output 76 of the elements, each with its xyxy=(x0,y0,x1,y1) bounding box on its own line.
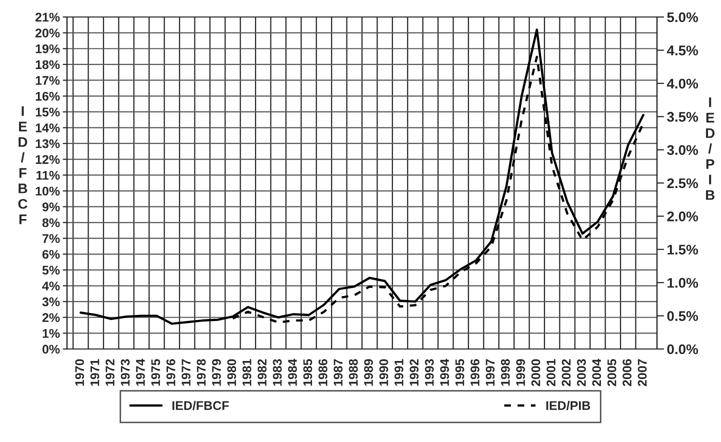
x-tick-label: 1970 xyxy=(75,359,84,386)
x-tick-label: 1986 xyxy=(318,359,328,386)
x-tick-label: 2006 xyxy=(622,359,632,386)
y2-tick-label: 5.0% xyxy=(667,12,698,22)
x-tick-label: 2002 xyxy=(562,359,571,386)
line-series xyxy=(80,28,644,325)
y2-tick-label: 2.5% xyxy=(667,178,698,188)
x-tick-label: 1990 xyxy=(379,359,388,386)
x-tick-label: 1984 xyxy=(288,358,297,386)
x-tick-label: 1985 xyxy=(303,359,312,386)
y-tick-label: 14% xyxy=(36,124,60,132)
y-tick-label: 5% xyxy=(42,266,60,275)
y-tick-label: 18% xyxy=(36,60,60,70)
x-tick-label: 1977 xyxy=(182,359,190,386)
y-tick-label: 11% xyxy=(36,170,60,180)
y-tick-label: 2% xyxy=(42,313,60,322)
x-tick-label: 1983 xyxy=(272,359,282,386)
x-tick-label: 1988 xyxy=(348,359,358,386)
y-tick-label: 9% xyxy=(42,202,60,212)
x-tick-label: 1980 xyxy=(227,359,236,386)
x-tick-label: 2007 xyxy=(638,359,647,386)
x-tick-label: 1999 xyxy=(516,359,526,386)
x-tick-label: 1979 xyxy=(212,359,221,386)
x-tick-label: 1973 xyxy=(120,359,130,386)
x-tick-label: 1982 xyxy=(258,359,267,386)
x-tick-label: 1976 xyxy=(166,359,176,386)
y2-tick-label: 3.5% xyxy=(667,112,698,122)
y-tick-label: 16% xyxy=(36,92,60,101)
y-tick-label: 1% xyxy=(42,329,60,338)
x-tick-label: 1998 xyxy=(500,359,510,386)
x-tick-label: 2005 xyxy=(607,359,616,386)
y-tick-label: 8% xyxy=(42,218,60,228)
y2-tick-label: 2.0% xyxy=(667,212,698,222)
y2-tick-label: 0.0% xyxy=(667,344,698,354)
x-tick-label: 1987 xyxy=(334,359,343,386)
x-tick-label: 2000 xyxy=(531,359,540,386)
y2-tick-label: 0.5% xyxy=(667,311,698,321)
x-tick-label: 1972 xyxy=(106,359,114,386)
x-tick-label: 1989 xyxy=(364,359,373,386)
legend-label: IED/FBCF xyxy=(172,400,229,410)
x-tick-label: 2001 xyxy=(546,359,556,386)
x-tick-label: 1995 xyxy=(455,359,464,386)
y-tick-label: 12% xyxy=(36,155,60,164)
x-tick-label: 1974 xyxy=(136,358,145,386)
y-tick-label: 7% xyxy=(42,234,60,243)
y-tick-label: 21% xyxy=(35,12,60,22)
x-tick-label: 1971 xyxy=(90,359,100,386)
x-tick-label: 1978 xyxy=(196,359,206,386)
y-tick-label: 17% xyxy=(36,76,60,85)
y-axis-title: IED/FBCF xyxy=(18,106,28,224)
y2-tick-label: 1.0% xyxy=(668,278,698,288)
y-tick-label: 13% xyxy=(36,139,60,148)
x-tick-label: 1991 xyxy=(394,359,404,386)
y2-tick-label: 4.0% xyxy=(666,78,698,89)
legend-label: IED/PIB xyxy=(546,400,590,410)
y2-axis-title: IED/PIB xyxy=(706,97,715,200)
y-tick-label: 20% xyxy=(35,28,60,38)
y2-tick-label: 3.0% xyxy=(667,145,698,155)
y2-tick-label: 4.5% xyxy=(666,46,698,56)
y2-tick-label: 1.5% xyxy=(668,244,698,255)
x-tick-label: 1993 xyxy=(424,359,434,386)
x-tick-label: 1992 xyxy=(410,359,419,386)
x-tick-label: 1994 xyxy=(440,358,449,386)
y-tick-label: 15% xyxy=(36,108,60,117)
y-tick-label: 0% xyxy=(42,344,60,354)
y-tick-label: 6% xyxy=(42,250,60,259)
x-tick-label: 2004 xyxy=(592,358,602,386)
y-tick-label: 3% xyxy=(42,297,60,306)
x-tick-label: 2003 xyxy=(576,359,586,386)
x-tick-label: 1981 xyxy=(242,359,252,386)
y-tick-label: 4% xyxy=(42,282,60,290)
y-tick-label: 19% xyxy=(36,44,60,54)
y-tick-label: 10% xyxy=(36,186,60,196)
x-tick-label: 1996 xyxy=(470,359,480,386)
x-tick-label: 1975 xyxy=(151,359,160,386)
x-tick-label: 1997 xyxy=(486,359,495,386)
